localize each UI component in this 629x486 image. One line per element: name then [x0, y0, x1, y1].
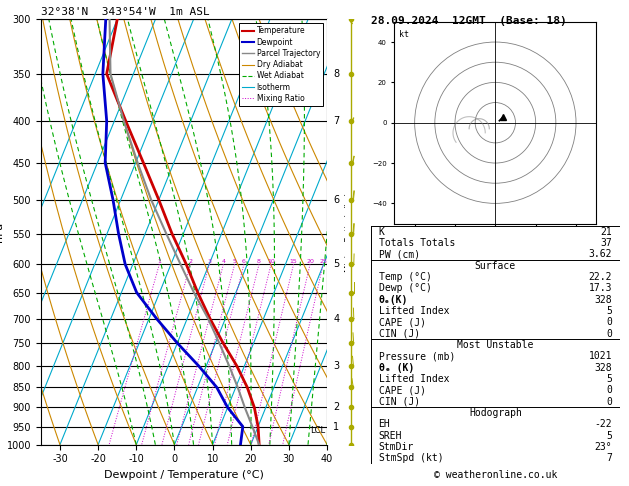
Text: Temp (°C): Temp (°C) [379, 272, 431, 282]
Text: 3: 3 [333, 361, 340, 371]
Text: Lifted Index: Lifted Index [379, 306, 449, 316]
Text: 6: 6 [333, 195, 340, 205]
Text: © weatheronline.co.uk: © weatheronline.co.uk [433, 470, 557, 480]
Text: 20: 20 [306, 259, 314, 264]
Text: Hodograph: Hodograph [469, 408, 522, 418]
Text: StmSpd (kt): StmSpd (kt) [379, 453, 443, 464]
Text: Pressure (mb): Pressure (mb) [379, 351, 455, 362]
Text: StmDir: StmDir [379, 442, 414, 452]
Text: 23°: 23° [594, 442, 612, 452]
Text: 7: 7 [333, 116, 340, 126]
Text: kt: kt [399, 30, 408, 39]
Text: 25: 25 [319, 259, 327, 264]
Text: 3.62: 3.62 [589, 249, 612, 260]
Text: SREH: SREH [379, 431, 402, 441]
Text: 2: 2 [333, 402, 340, 413]
Text: CAPE (J): CAPE (J) [379, 317, 426, 328]
Text: 21: 21 [600, 226, 612, 237]
Legend: Temperature, Dewpoint, Parcel Trajectory, Dry Adiabat, Wet Adiabat, Isotherm, Mi: Temperature, Dewpoint, Parcel Trajectory… [239, 23, 323, 106]
Text: CIN (J): CIN (J) [379, 397, 420, 407]
Text: 5: 5 [606, 431, 612, 441]
Text: 5: 5 [333, 259, 340, 269]
Text: 3: 3 [208, 259, 211, 264]
Text: 5: 5 [606, 374, 612, 384]
Text: 32°38'N  343°54'W  1m ASL: 32°38'N 343°54'W 1m ASL [41, 7, 209, 17]
Text: 17.3: 17.3 [589, 283, 612, 294]
Text: θₑ (K): θₑ (K) [379, 363, 414, 373]
Text: Most Unstable: Most Unstable [457, 340, 533, 350]
Text: CAPE (J): CAPE (J) [379, 385, 426, 396]
Text: 8: 8 [333, 69, 340, 79]
Text: Lifted Index: Lifted Index [379, 374, 449, 384]
Text: 28.09.2024  12GMT  (Base: 18): 28.09.2024 12GMT (Base: 18) [371, 16, 567, 26]
Text: 7: 7 [606, 453, 612, 464]
Text: 4: 4 [333, 313, 340, 324]
Text: 2: 2 [188, 259, 192, 264]
Text: 5: 5 [606, 306, 612, 316]
Text: Surface: Surface [475, 260, 516, 271]
Text: 1021: 1021 [589, 351, 612, 362]
Text: LCL: LCL [310, 426, 325, 435]
Text: EH: EH [379, 419, 391, 430]
Text: Dewp (°C): Dewp (°C) [379, 283, 431, 294]
Text: 1: 1 [333, 421, 340, 432]
Text: 0: 0 [606, 397, 612, 407]
Text: Mixing Ratio (g/kg): Mixing Ratio (g/kg) [345, 192, 354, 272]
Text: 0: 0 [606, 329, 612, 339]
Text: K: K [379, 226, 384, 237]
Text: 1: 1 [157, 259, 161, 264]
Text: 0: 0 [606, 385, 612, 396]
Text: 10: 10 [267, 259, 275, 264]
Text: 4: 4 [221, 259, 225, 264]
Text: 15: 15 [290, 259, 298, 264]
Text: PW (cm): PW (cm) [379, 249, 420, 260]
Text: -22: -22 [594, 419, 612, 430]
Text: 5: 5 [233, 259, 237, 264]
Text: 22.2: 22.2 [589, 272, 612, 282]
Text: 328: 328 [594, 363, 612, 373]
X-axis label: Dewpoint / Temperature (°C): Dewpoint / Temperature (°C) [104, 470, 264, 480]
Text: CIN (J): CIN (J) [379, 329, 420, 339]
Text: 6: 6 [242, 259, 246, 264]
Text: θₑ(K): θₑ(K) [379, 295, 408, 305]
Text: 8: 8 [257, 259, 261, 264]
Text: 37: 37 [600, 238, 612, 248]
Text: Totals Totals: Totals Totals [379, 238, 455, 248]
Text: 0: 0 [606, 317, 612, 328]
Text: 328: 328 [594, 295, 612, 305]
Y-axis label: hPa: hPa [0, 222, 4, 242]
